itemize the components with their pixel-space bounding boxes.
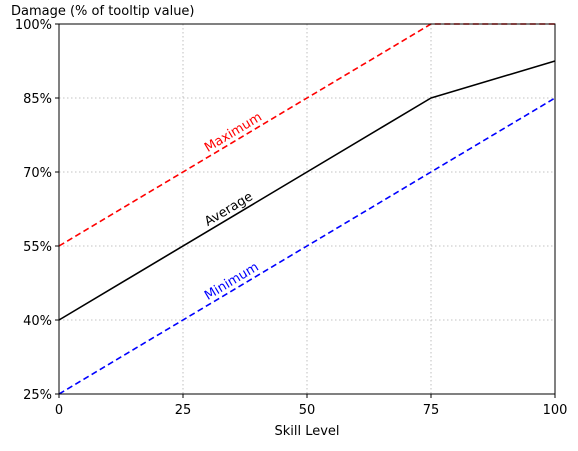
- series-annotations: Maximum Average Minimum: [202, 110, 265, 304]
- annotation-average: Average: [202, 189, 255, 229]
- y-tick-label: 55%: [23, 240, 52, 255]
- axis-ticks: 0 25 50 75 100 25% 40% 55% 70% 85% 100%: [15, 18, 568, 418]
- y-axis-label: Damage (% of tooltip value): [11, 4, 195, 19]
- y-tick-label: 70%: [23, 166, 52, 181]
- y-tick-label: 40%: [23, 314, 52, 329]
- y-tick-label: 100%: [15, 18, 52, 33]
- series-line-minimum: [58, 97, 556, 395]
- x-tick-label: 50: [299, 403, 316, 418]
- annotation-minimum: Minimum: [202, 260, 261, 304]
- y-tick-label: 25%: [23, 388, 52, 403]
- annotation-maximum: Maximum: [202, 110, 265, 156]
- y-tick-label: 85%: [23, 92, 52, 107]
- x-axis-label: Skill Level: [274, 424, 339, 439]
- x-tick-label: 75: [423, 403, 440, 418]
- grid: [58, 23, 556, 395]
- x-tick-label: 0: [55, 403, 63, 418]
- series-line-average: [58, 60, 556, 321]
- x-tick-label: 100: [543, 403, 568, 418]
- x-tick-label: 25: [175, 403, 192, 418]
